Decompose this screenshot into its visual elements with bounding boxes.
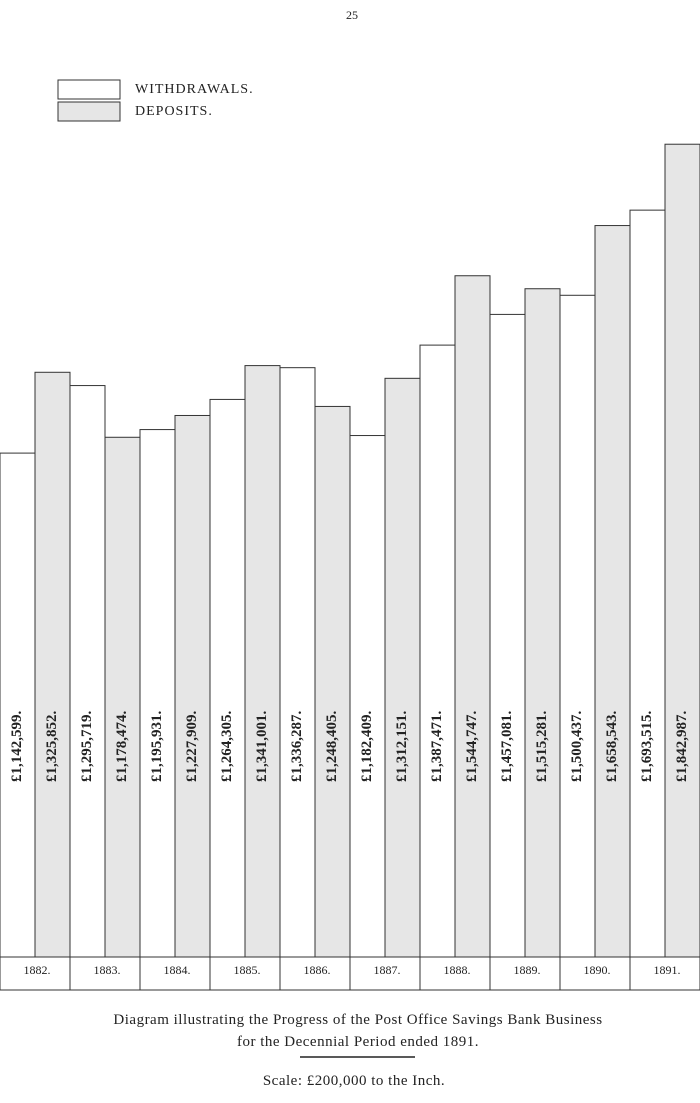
value-label: £1,693,515. [639,711,655,783]
x-tick-label: 1887. [374,963,401,977]
value-label: £1,195,931. [149,711,165,783]
bar [139,429,176,958]
x-tick-label: 1891. [654,963,681,977]
value-label: £1,387,471. [429,711,445,783]
value-label: £1,227,909. [184,711,200,783]
bar [69,385,106,958]
value-label: £1,295,719. [79,711,95,783]
value-label: £1,336,287. [289,711,305,783]
x-tick-label: 1889. [514,963,541,977]
bar [559,294,596,958]
value-label: £1,842,987. [674,711,690,783]
bar [349,435,386,958]
value-label: £1,658,543. [604,711,620,783]
caption-line: for the Decennial Period ended 1891. [237,1034,479,1050]
x-tick-label: 1883. [94,963,121,977]
page-number: 25 [346,8,358,22]
value-label: £1,515,281. [534,711,550,783]
bar [489,313,526,958]
bar [314,405,351,958]
x-tick-label: 1886. [304,963,331,977]
bar [594,225,631,958]
bar [384,377,421,958]
bar [664,143,700,958]
value-label: £1,312,151. [394,711,410,783]
x-tick-label: 1882. [24,963,51,977]
x-tick-label: 1890. [584,963,611,977]
x-tick-label: 1884. [164,963,191,977]
value-label: £1,248,405. [324,711,340,783]
value-label: £1,500,437. [569,711,585,783]
value-label: £1,142,599. [9,711,25,783]
legend-swatch [57,101,121,122]
bar [244,365,281,958]
value-label: £1,182,409. [359,711,375,783]
value-label: £1,341,001. [254,711,270,783]
value-label: £1,264,305. [219,711,235,783]
bar [0,452,36,958]
value-label: £1,544,747. [464,711,480,783]
value-label: £1,178,474. [114,711,130,783]
x-tick-label: 1885. [234,963,261,977]
bar [34,371,71,958]
x-tick-label: 1888. [444,963,471,977]
scale-note: Scale: £200,000 to the Inch. [263,1073,445,1089]
bar [419,344,456,958]
bar [104,436,141,958]
legend-label: WITHDRAWALS. [135,82,254,97]
bar [209,398,246,958]
bar [174,414,211,958]
bar [279,367,316,958]
bar [454,275,491,958]
bar [629,209,666,958]
bar [524,288,561,958]
legend-swatch [57,79,121,100]
legend-label: DEPOSITS. [135,104,213,119]
caption-line: Diagram illustrating the Progress of the… [113,1012,602,1028]
value-label: £1,457,081. [499,711,515,783]
value-label: £1,325,852. [44,711,60,783]
